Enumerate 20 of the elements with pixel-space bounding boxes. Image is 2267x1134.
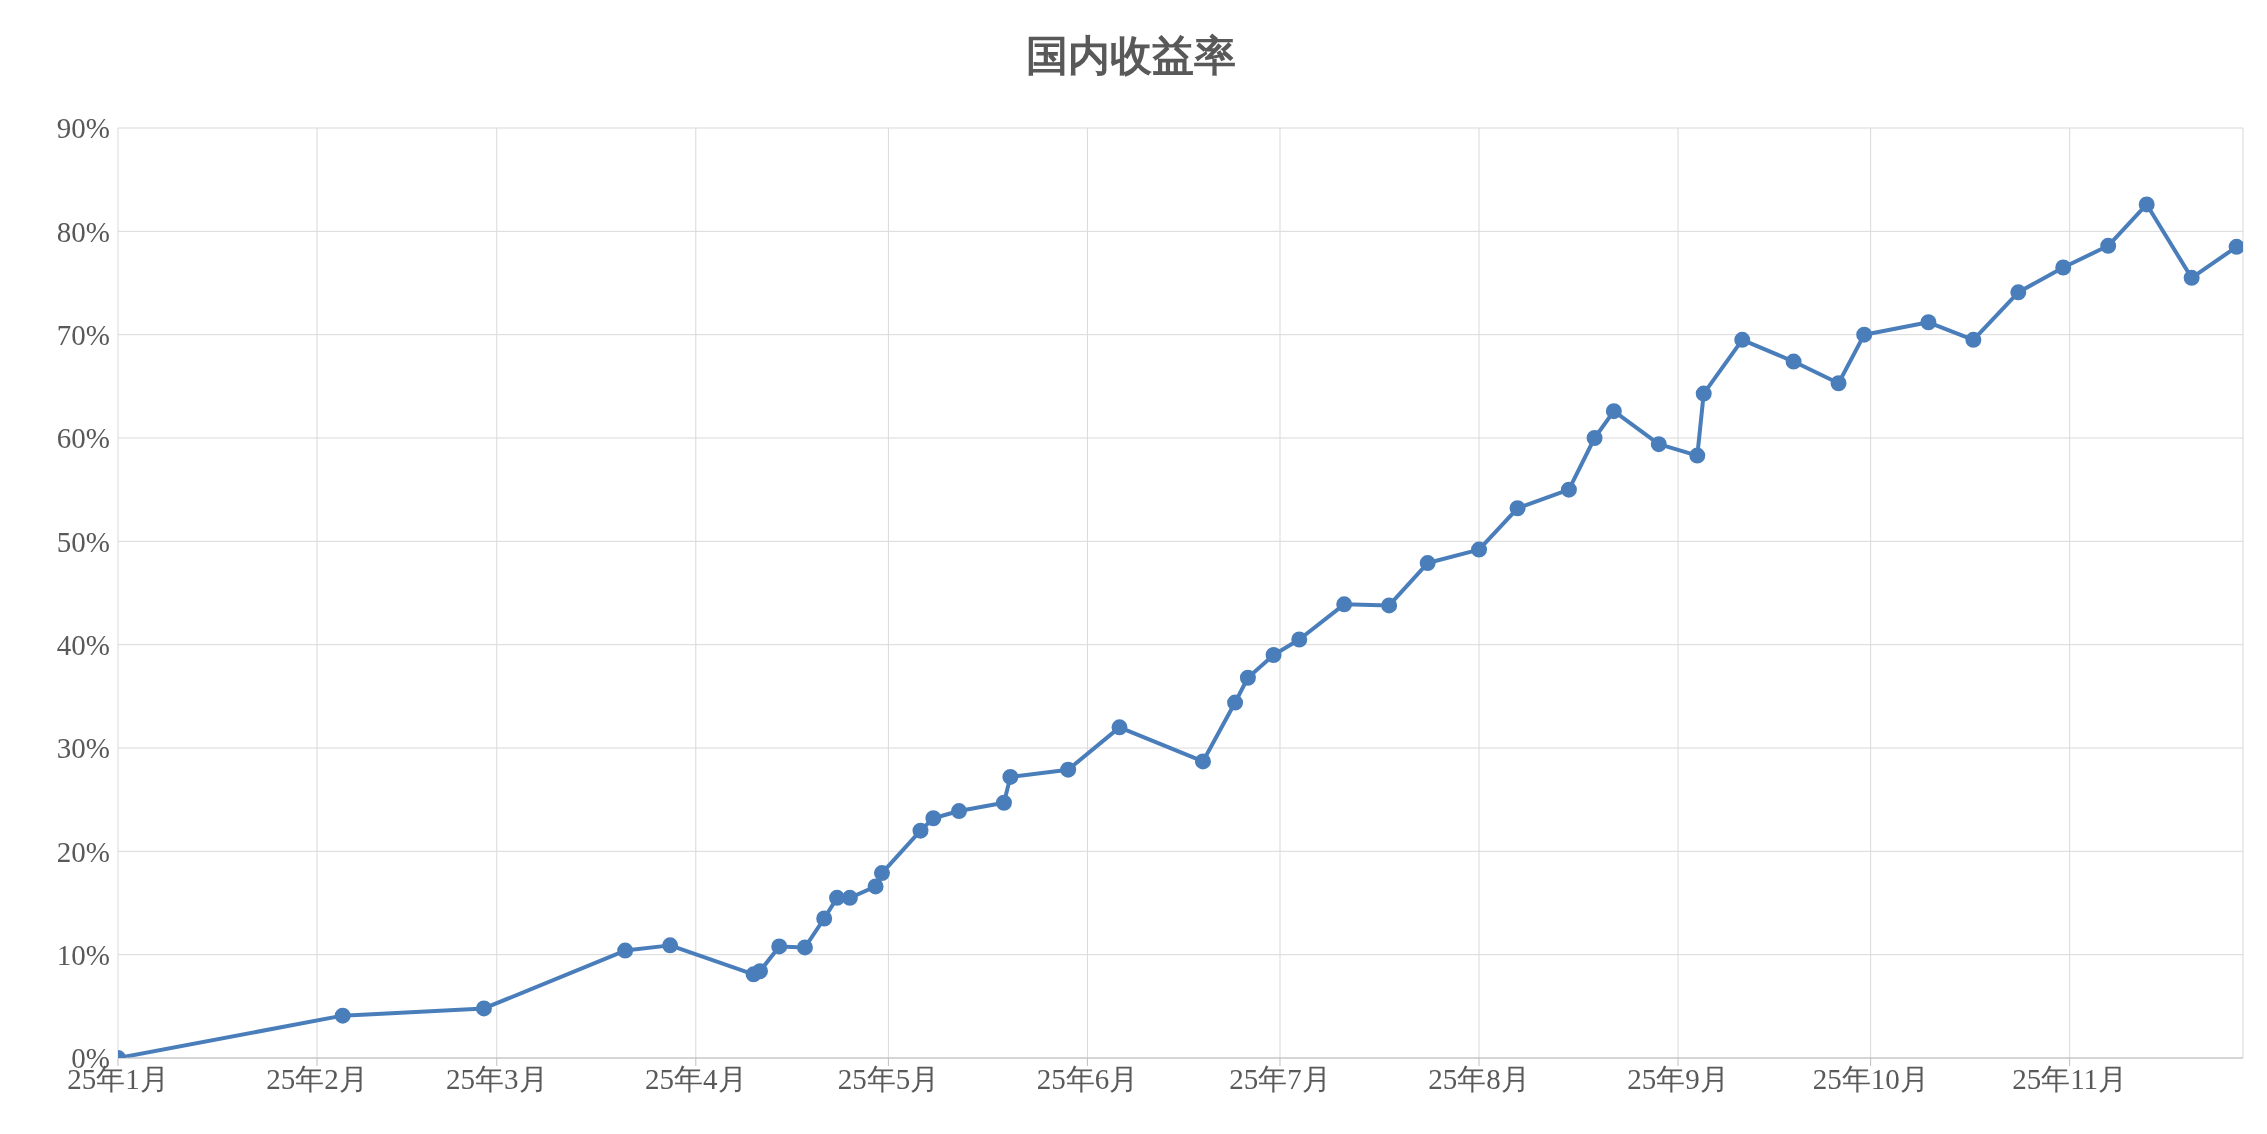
x-tick-label: 25年7月	[1229, 1062, 1331, 1095]
x-tick-label: 25年2月	[266, 1062, 368, 1095]
y-tick-label: 70%	[56, 318, 110, 351]
chart-title: 国内收益率	[1024, 32, 1237, 81]
y-tick-label: 90%	[56, 112, 110, 145]
y-tick-label: 80%	[56, 215, 110, 248]
y-tick-label: 60%	[56, 422, 110, 455]
x-tick-label: 25年6月	[1036, 1062, 1139, 1095]
y-tick-label: 50%	[56, 525, 110, 558]
x-tick-label: 25年10月	[1812, 1062, 1929, 1095]
y-tick-label: 10%	[56, 938, 110, 971]
x-tick-label: 25年3月	[446, 1062, 548, 1095]
y-tick-label: 40%	[56, 628, 110, 661]
x-tick-label: 25年5月	[837, 1062, 940, 1095]
x-tick-label: 25年9月	[1627, 1062, 1729, 1095]
y-tick-label: 20%	[56, 835, 110, 868]
y-tick-label: 30%	[56, 732, 110, 765]
x-tick-label: 25年8月	[1428, 1062, 1530, 1095]
x-tick-label: 25年11月	[2012, 1062, 2128, 1095]
x-tick-label: 25年4月	[645, 1062, 747, 1095]
